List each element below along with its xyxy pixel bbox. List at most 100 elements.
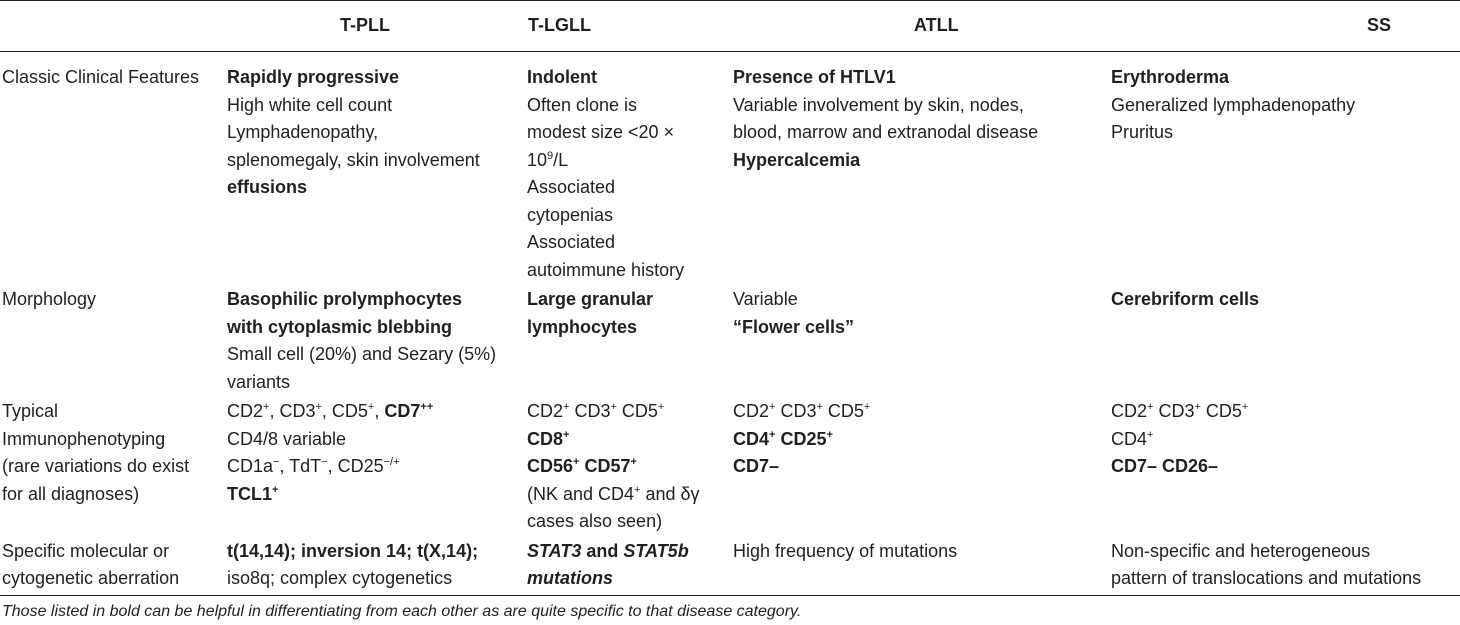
cell-ss: CD2+ CD3+ CD5+ CD4+ CD7– CD26–: [1111, 396, 1460, 536]
text-run: CD2: [1111, 401, 1148, 421]
cell-line: CD7–: [733, 453, 1107, 481]
text-run: CD7– CD26–: [1111, 456, 1219, 476]
cell-line: Generalized lymphadenopathy: [1111, 92, 1456, 120]
text-run: CD7–: [733, 456, 780, 476]
text-run: Variable: [733, 289, 798, 309]
cell-line: Pruritus: [1111, 119, 1456, 147]
cell-line: t(14,14); inversion 14; t(X,14);: [227, 538, 523, 566]
cell-line: cytopenias: [527, 202, 729, 230]
text-run: +: [826, 428, 833, 441]
text-run: CD3: [569, 401, 611, 421]
text-run: +: [1147, 428, 1154, 441]
text-run: Hypercalcemia: [733, 149, 861, 170]
text-run: CD25: [775, 428, 827, 449]
text-run: +: [272, 483, 279, 496]
cell-line: mutations: [527, 565, 729, 593]
text-run: STAT5b: [623, 540, 689, 561]
table-row: Typical Immunophenotyping (rare variations…: [0, 396, 1460, 536]
cell-line: Small cell (20%) and Sezary (5%): [227, 341, 523, 369]
row-label-line: Morphology: [2, 289, 97, 309]
header-cell-tlgll: T-LGLL: [527, 0, 733, 52]
text-run: +: [263, 401, 270, 413]
text-run: CD57: [579, 456, 631, 476]
text-run: CD7: [384, 401, 421, 421]
cell-line: CD56+ CD57+: [527, 453, 729, 481]
cell-line: High frequency of mutations: [733, 538, 1107, 566]
text-run: splenomegaly, skin involvement: [227, 149, 480, 170]
text-run: Basophilic prolymphocytes: [227, 289, 463, 309]
text-run: cases also seen): [527, 511, 663, 531]
cell-ss: Cerebriform cells: [1111, 284, 1460, 396]
text-run: (NK and CD4: [527, 483, 635, 504]
cell-line: Variable involvement by skin, nodes,: [733, 92, 1107, 120]
text-run: STAT3: [527, 540, 582, 561]
table-footnote: Those listed in bold can be helpful in d…: [2, 603, 802, 620]
cell-line: Rapidly progressive: [227, 64, 523, 92]
text-run: +: [563, 428, 570, 441]
text-run: autoimmune history: [527, 259, 685, 280]
cell-line: cases also seen): [527, 508, 729, 536]
row-label-line: Immunophenotyping: [2, 428, 166, 449]
cell-line: Indolent: [527, 64, 729, 92]
text-run: Presence of HTLV1: [733, 67, 896, 87]
text-run: with cytoplasmic blebbing: [227, 316, 453, 337]
cell-line: STAT3 and STAT5b: [527, 538, 729, 566]
cell-ss: Non-specific and heterogeneous pattern of…: [1111, 535, 1460, 596]
text-run: CD56: [527, 456, 574, 476]
cell-line: CD4/8 variable: [227, 426, 523, 454]
text-run: lymphocytes: [527, 316, 638, 337]
text-run: 9: [547, 149, 554, 162]
text-run: modest size <20 ×: [527, 122, 675, 142]
text-run: Lymphadenopathy,: [227, 122, 379, 142]
text-run: +: [573, 456, 580, 468]
text-run: Non-specific and heterogeneous: [1111, 540, 1371, 561]
text-run: −: [321, 456, 328, 468]
text-run: ,: [374, 401, 385, 421]
text-run: iso8q; complex cytogenetics: [227, 568, 453, 588]
header-row: T-PLL T-LGLL ATLL SS: [0, 0, 1460, 52]
text-run: +: [1147, 401, 1154, 413]
text-run: mutations: [527, 568, 614, 588]
cell-line: CD2+ CD3+ CD5+: [1111, 398, 1456, 426]
text-run: , CD3: [269, 401, 316, 421]
row-label: Classic Clinical Features: [0, 52, 227, 285]
text-run: ++: [420, 401, 434, 413]
text-run: +: [1194, 401, 1201, 413]
cell-tlgll: Large granular lymphocytes: [527, 284, 733, 396]
row-label: Typical Immunophenotyping (rare variations…: [0, 396, 227, 536]
text-run: pattern of translocations and mutations: [1111, 568, 1422, 588]
text-run: 10: [527, 149, 548, 170]
text-run: +: [769, 428, 776, 441]
header-cell-atll: ATLL: [733, 0, 1111, 52]
text-run: Cerebriform cells: [1111, 289, 1260, 309]
text-run: Variable involvement by skin, nodes,: [733, 94, 1024, 115]
text-run: +: [315, 401, 322, 413]
cell-line: Hypercalcemia: [733, 147, 1107, 175]
text-run: CD2: [227, 401, 264, 421]
cell-line: 109/L: [527, 147, 729, 175]
text-run: and: [581, 540, 624, 561]
row-label: Morphology: [0, 284, 227, 396]
text-run: CD3: [1153, 401, 1195, 421]
text-run: +: [816, 401, 823, 413]
text-run: cytopenias: [527, 204, 614, 225]
text-run: effusions: [227, 177, 308, 197]
cell-line: CD8+: [527, 426, 729, 454]
table-row: Specific molecular or cytogenetic aberrat…: [0, 535, 1460, 596]
text-run: −/+: [383, 456, 400, 468]
cell-atll: Presence of HTLV1 Variable involvement by…: [733, 52, 1111, 285]
text-run: t(14,14); inversion 14; t(X,14);: [227, 540, 479, 561]
text-run: Associated: [527, 232, 616, 252]
text-run: Often clone is: [527, 94, 638, 115]
cell-atll: Variable “Flower cells”: [733, 284, 1111, 396]
row-label-line: Typical: [2, 401, 59, 421]
text-run: High frequency of mutations: [733, 540, 958, 561]
text-run: Erythroderma: [1111, 67, 1230, 87]
text-run: +: [367, 401, 375, 413]
text-run: , CD5: [321, 401, 368, 421]
row-label-line: for all diagnoses): [2, 483, 140, 504]
header-cell-feature: [0, 0, 227, 52]
cell-line: CD7– CD26–: [1111, 453, 1456, 481]
text-run: +: [863, 401, 871, 413]
